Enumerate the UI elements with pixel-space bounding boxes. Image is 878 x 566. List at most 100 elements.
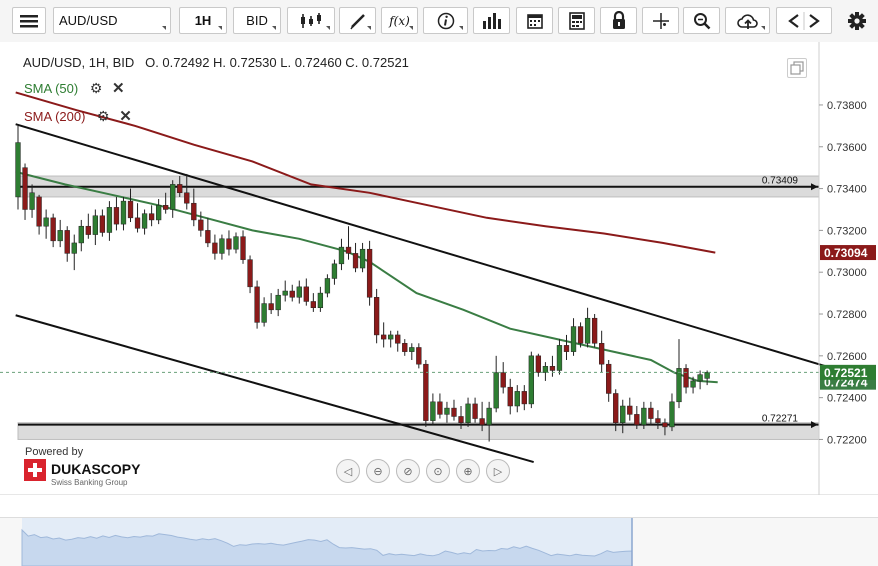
candle-body <box>170 184 176 210</box>
candle-body <box>184 192 190 204</box>
scroll-start-button[interactable]: ⊘ <box>396 459 420 483</box>
zoom-out-button[interactable]: ⊖ <box>366 459 390 483</box>
maximize-button[interactable] <box>787 58 807 78</box>
candle-body <box>409 347 415 352</box>
candle-body <box>191 202 197 221</box>
candle-body <box>113 207 120 225</box>
y-tick-label: 0.73600 <box>827 142 867 154</box>
y-tick-label: 0.72600 <box>827 351 867 363</box>
horizontal-level-label: 0.72271 <box>762 414 799 425</box>
candle-body <box>437 401 443 415</box>
candles-icon <box>301 12 321 28</box>
current-price-label: 0.72521 <box>824 366 868 380</box>
candle-body <box>627 405 633 415</box>
candle-body <box>212 242 218 254</box>
candle-body <box>528 355 534 405</box>
gear-icon[interactable]: ⚙ <box>97 108 110 124</box>
gear-icon[interactable]: ⚙ <box>89 80 103 96</box>
calculator-icon <box>568 11 585 30</box>
trendline <box>15 123 839 372</box>
candle-body <box>254 286 260 323</box>
candle-body <box>71 242 77 254</box>
settings-button[interactable] <box>840 7 874 34</box>
candle-body <box>352 253 359 269</box>
function-button[interactable]: f(x) <box>381 7 418 34</box>
reset-button[interactable]: ⊙ <box>426 459 450 483</box>
sma200-price-label: 0.73094 <box>824 246 868 260</box>
candle-body <box>141 213 148 229</box>
chevron-down-icon <box>409 26 413 30</box>
sma50-line <box>15 170 718 384</box>
symbol-select[interactable]: AUD/USD <box>53 7 171 34</box>
calculator-button[interactable] <box>558 7 595 34</box>
candle-body <box>338 246 345 265</box>
candle-body <box>155 205 162 221</box>
candle-body <box>310 301 316 308</box>
scroll-right-button[interactable]: ▷ <box>486 459 510 483</box>
indicator-sma50: SMA (50) ⚙ ✕ <box>24 79 125 97</box>
candle-body <box>247 259 253 288</box>
candle-body <box>697 374 703 382</box>
candle-body <box>641 407 647 426</box>
chevron-left-icon: ◁ <box>343 465 353 478</box>
candle-body <box>655 418 661 423</box>
indicator-sma50-label: SMA (50) <box>24 81 79 96</box>
zoom-in-button[interactable]: ⊕ <box>456 459 480 483</box>
prev-icon[interactable] <box>788 13 799 28</box>
chevron-right-icon: ▷ <box>493 465 503 478</box>
scroll-left-button[interactable]: ◁ <box>336 459 360 483</box>
svg-text:DUKASCOPY: DUKASCOPY <box>51 461 141 477</box>
next-icon[interactable] <box>809 13 820 28</box>
nav-buttons <box>776 7 832 34</box>
candle-body <box>57 230 63 242</box>
candle-body <box>648 407 654 419</box>
candle-body <box>704 372 710 379</box>
candle-body <box>472 403 478 419</box>
candle-body <box>535 355 542 373</box>
candle-body <box>500 372 506 388</box>
info-button[interactable] <box>423 7 468 34</box>
candle-body <box>521 391 527 405</box>
candle-body <box>219 238 225 254</box>
candle-body <box>99 215 106 233</box>
close-icon[interactable]: ✕ <box>119 108 132 125</box>
dukascopy-logo: DUKASCOPY Swiss Banking Group <box>24 459 141 487</box>
price-side-select[interactable]: BID <box>233 7 281 34</box>
calendar-button[interactable] <box>516 7 553 34</box>
candle-body <box>683 368 689 388</box>
info-icon <box>437 12 454 29</box>
candle-body <box>381 334 387 340</box>
timeframe-select[interactable]: 1H <box>179 7 227 34</box>
legend-ohlc: O. 0.72492 H. 0.72530 L. 0.72460 C. 0.72… <box>145 55 409 70</box>
zoom-button[interactable] <box>683 7 720 34</box>
candle-body <box>85 225 91 235</box>
close-icon[interactable]: ✕ <box>112 80 125 97</box>
menu-button[interactable] <box>12 7 46 34</box>
powered-by: Powered by <box>25 446 84 458</box>
y-tick-label: 0.72200 <box>827 434 867 446</box>
menu-icon <box>20 14 38 27</box>
price-chart[interactable]: 0.73409 0.72271 0.73800 0.73600 0.73400 0.73… <box>0 42 878 495</box>
chevron-down-icon <box>272 26 276 30</box>
lock-button[interactable] <box>600 7 637 34</box>
candle-body <box>127 200 134 219</box>
overview-navigator[interactable] <box>0 517 878 566</box>
chart-type-button[interactable] <box>287 7 335 34</box>
cloud-upload-button[interactable] <box>725 7 770 34</box>
draw-button[interactable] <box>339 7 376 34</box>
crosshair-button[interactable] <box>642 7 679 34</box>
candle-body <box>134 217 141 229</box>
candle-body <box>416 347 422 365</box>
indicator-sma200: SMA (200) ⚙ ✕ <box>24 107 132 125</box>
zoom-in-icon: ⊕ <box>463 465 473 478</box>
horizontal-level-label: 0.73409 <box>762 176 799 187</box>
indicators-button[interactable] <box>473 7 510 34</box>
candle-body <box>549 366 556 371</box>
candle-body <box>591 317 598 344</box>
candle-body <box>620 405 626 423</box>
candle-body <box>177 184 183 194</box>
candle-body <box>388 334 394 340</box>
candle-body <box>22 167 28 210</box>
candle-body <box>542 366 549 373</box>
settings-icon <box>848 11 866 30</box>
